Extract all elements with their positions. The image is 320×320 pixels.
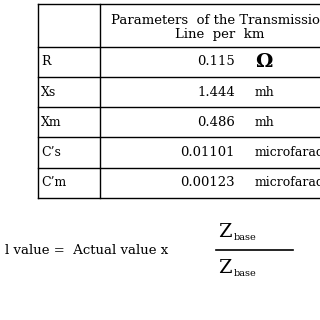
Text: 0.01101: 0.01101 (180, 146, 235, 159)
Text: mh: mh (255, 85, 275, 99)
Text: microfarad: microfarad (255, 176, 320, 189)
Text: Line  per  km: Line per km (175, 28, 265, 41)
Text: 0.486: 0.486 (197, 116, 235, 129)
Text: l value =  Actual value x: l value = Actual value x (5, 244, 168, 257)
Text: 1.444: 1.444 (197, 85, 235, 99)
Text: C’m: C’m (41, 176, 66, 189)
Text: Parameters  of the Transmission: Parameters of the Transmission (111, 14, 320, 27)
Text: R: R (41, 55, 51, 68)
Text: Xm: Xm (41, 116, 62, 129)
Text: C’s: C’s (41, 146, 61, 159)
Text: microfarad: microfarad (255, 146, 320, 159)
Text: Z: Z (218, 223, 231, 241)
Text: Ω: Ω (255, 53, 272, 71)
Text: base: base (234, 234, 257, 243)
Text: Xs: Xs (41, 85, 56, 99)
Text: Z: Z (218, 259, 231, 277)
Text: mh: mh (255, 116, 275, 129)
Text: 0.00123: 0.00123 (180, 176, 235, 189)
Text: base: base (234, 269, 257, 278)
Text: 0.115: 0.115 (197, 55, 235, 68)
